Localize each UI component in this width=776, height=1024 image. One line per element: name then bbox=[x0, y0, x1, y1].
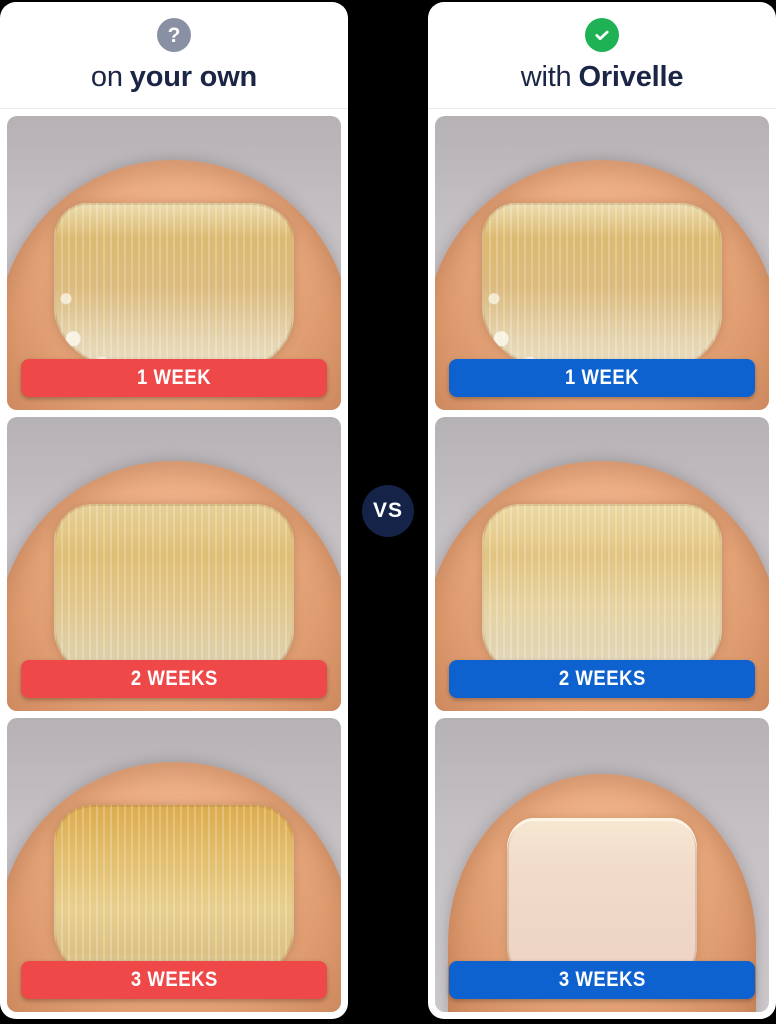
nail-shape bbox=[506, 817, 698, 988]
week-label-badge: 3 WEEKS bbox=[449, 961, 755, 999]
week-label-badge: 1 WEEK bbox=[449, 359, 755, 397]
photo-panel-own-week3: 3 WEEKS bbox=[7, 718, 341, 1012]
photo-panel-orivelle-week3: 3 WEEKS bbox=[435, 718, 769, 1012]
column-title: with Orivelle bbox=[521, 63, 684, 92]
question-mark-glyph: ? bbox=[167, 23, 181, 47]
photo-panel-list: 1 WEEK 2 WEEKS 3 WEEKS bbox=[0, 109, 348, 1019]
nail-shape bbox=[481, 503, 723, 678]
photo-panel-orivelle-week2: 2 WEEKS bbox=[435, 417, 769, 711]
column-on-your-own: ? on your own 1 WEEK 2 WEEKS 3 WE bbox=[0, 2, 348, 1019]
nail-shape bbox=[53, 503, 295, 678]
photo-panel-list: 1 WEEK 2 WEEKS 3 WEEKS bbox=[428, 109, 776, 1019]
question-mark-icon: ? bbox=[157, 18, 191, 52]
title-bold: your own bbox=[129, 61, 258, 93]
column-header: ? on your own bbox=[0, 2, 348, 109]
week-label-badge: 1 WEEK bbox=[21, 359, 327, 397]
toe-shape bbox=[7, 160, 341, 410]
week-label-text: 3 WEEKS bbox=[558, 968, 646, 991]
check-glyph bbox=[595, 30, 609, 41]
title-regular: with bbox=[520, 61, 572, 93]
vs-badge: VS bbox=[362, 485, 414, 537]
nail-shape bbox=[481, 202, 723, 377]
week-label-badge: 2 WEEKS bbox=[21, 660, 327, 698]
nail-shape bbox=[53, 804, 295, 979]
title-regular: on bbox=[90, 61, 123, 93]
week-label-badge: 3 WEEKS bbox=[21, 961, 327, 999]
check-icon bbox=[585, 18, 619, 52]
photo-panel-orivelle-week1: 1 WEEK bbox=[435, 116, 769, 410]
toe-shape bbox=[7, 461, 341, 711]
week-label-text: 1 WEEK bbox=[136, 366, 212, 389]
column-with-orivelle: with Orivelle 1 WEEK 2 WEEKS 3 WEEKS bbox=[428, 2, 776, 1019]
nail-shape bbox=[53, 202, 295, 377]
week-label-text: 2 WEEKS bbox=[130, 667, 218, 690]
photo-panel-own-week1: 1 WEEK bbox=[7, 116, 341, 410]
week-label-text: 2 WEEKS bbox=[558, 667, 646, 690]
toenail-photo-own-week1 bbox=[7, 116, 341, 410]
week-label-text: 3 WEEKS bbox=[130, 968, 218, 991]
week-label-text: 1 WEEK bbox=[564, 366, 640, 389]
week-label-badge: 2 WEEKS bbox=[449, 660, 755, 698]
photo-panel-own-week2: 2 WEEKS bbox=[7, 417, 341, 711]
column-header: with Orivelle bbox=[428, 2, 776, 109]
toenail-photo-own-week2 bbox=[7, 417, 341, 711]
column-title: on your own bbox=[91, 63, 257, 92]
title-bold: Orivelle bbox=[578, 61, 684, 93]
